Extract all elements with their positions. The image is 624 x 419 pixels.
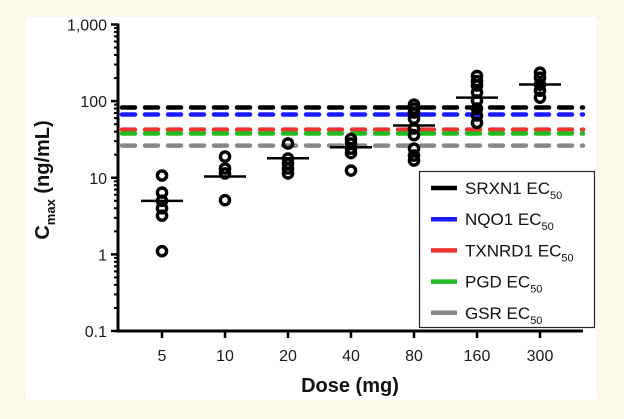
data-point — [281, 137, 295, 150]
legend-label-nqo1: NQO1 EC50 — [465, 210, 554, 233]
legend-label-srxn1: SRXN1 EC50 — [465, 179, 562, 202]
data-point — [470, 74, 484, 88]
x-axis: 5 10 20 40 80 160 300 — [116, 329, 583, 365]
y-tick-label: 100 — [80, 94, 107, 111]
y-axis-title-main: C — [32, 225, 54, 239]
data-point — [155, 244, 169, 258]
x-tick-label: 20 — [279, 348, 297, 365]
legend-label-txnrd1: TXNRD1 EC50 — [465, 241, 574, 264]
x-tick-label: 5 — [158, 348, 167, 365]
data-point — [470, 79, 484, 92]
data-point — [218, 150, 232, 163]
data-point — [533, 84, 547, 97]
data-point — [344, 142, 358, 155]
data-point — [407, 149, 421, 162]
data-point — [533, 66, 547, 79]
data-point — [281, 162, 295, 175]
x-tick-label: 300 — [527, 348, 554, 365]
data-point — [407, 106, 421, 119]
data-point — [218, 167, 232, 180]
legend: SRXN1 EC50 NQO1 EC50 TXNRD1 EC50 PGD EC50 GS… — [418, 170, 596, 329]
data-point — [407, 128, 421, 142]
data-point — [155, 209, 169, 222]
x-tick-label: 10 — [216, 348, 234, 365]
median-lines — [141, 83, 561, 203]
y-axis-title: Cmax (ng/mL) — [32, 120, 58, 239]
x-tick-label: 160 — [464, 348, 491, 365]
y-tick-label: 1,000 — [67, 18, 107, 35]
data-point — [218, 162, 232, 175]
data-point — [533, 71, 547, 85]
x-axis-title: Dose (mg) — [301, 375, 399, 397]
data-point — [344, 164, 358, 177]
x-tick-label: 40 — [342, 348, 360, 365]
data-point — [470, 109, 484, 122]
data-point — [407, 142, 421, 155]
data-point — [155, 169, 169, 182]
y-axis-title-rest: (ng/mL) — [32, 120, 54, 199]
data-point — [470, 102, 484, 115]
y-axis: 1,000 100 10 1 0.1 — [67, 18, 120, 341]
data-point — [281, 167, 295, 180]
data-point — [407, 122, 421, 135]
legend-label-pgd: PGD EC50 — [465, 273, 542, 296]
x-tick-label: 80 — [405, 348, 423, 365]
data-point — [470, 116, 484, 130]
y-tick-label: 1 — [98, 247, 107, 264]
data-points — [155, 66, 547, 258]
data-point — [533, 91, 547, 104]
legend-label-gsr: GSR EC50 — [465, 304, 542, 327]
y-axis-title-sub: max — [43, 198, 58, 225]
data-point — [218, 193, 232, 207]
y-tick-label: 0.1 — [85, 324, 107, 341]
y-tick-label: 10 — [89, 171, 107, 188]
data-point — [407, 154, 421, 167]
data-point — [155, 201, 169, 215]
